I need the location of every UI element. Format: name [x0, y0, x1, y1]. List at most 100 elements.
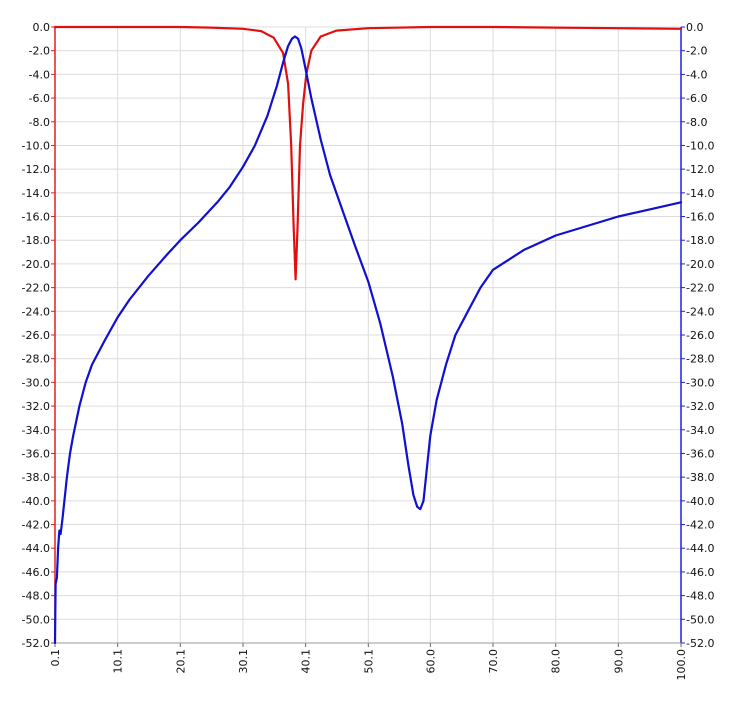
data-point	[54, 642, 56, 644]
data-point	[294, 35, 296, 38]
data-point	[299, 144, 301, 147]
data-point	[72, 434, 74, 437]
data-point	[166, 253, 168, 256]
y-tick-label-right: -52.0	[686, 637, 714, 650]
data-point	[287, 45, 289, 47]
x-tick-label: 70.0	[487, 649, 500, 674]
y-tick-label-right: -36.0	[686, 447, 714, 460]
data-point	[319, 35, 322, 38]
data-point	[523, 248, 526, 251]
data-point	[319, 138, 322, 141]
y-tick-label-left: -42.0	[22, 519, 50, 532]
y-tick-label-right: -8.0	[686, 116, 707, 129]
data-point	[435, 399, 438, 401]
y-tick-label-right: -30.0	[686, 376, 714, 389]
y-tick-label-right: -44.0	[686, 542, 714, 555]
y-tick-label-right: -50.0	[686, 613, 714, 626]
y-tick-label-right: -38.0	[686, 471, 714, 484]
y-tick-label-right: -18.0	[686, 234, 714, 247]
data-point	[216, 201, 219, 204]
y-tick-label-right: 0.0	[686, 21, 704, 34]
y-tick-label-left: -4.0	[29, 68, 50, 81]
data-point	[128, 298, 131, 301]
x-tick-label: 90.0	[612, 649, 625, 674]
data-point	[292, 227, 295, 230]
data-point	[179, 26, 182, 28]
data-point	[445, 363, 447, 366]
y-tick-label-left: -22.0	[22, 282, 50, 295]
y-tick-label-left: -8.0	[29, 116, 50, 129]
data-point	[367, 280, 370, 283]
axes	[51, 26, 685, 647]
y-tick-label-left: -32.0	[22, 400, 50, 413]
data-point	[479, 286, 482, 289]
data-point	[416, 505, 418, 508]
y-tick-label-right: -42.0	[686, 519, 714, 532]
data-point	[467, 310, 469, 313]
y-tick-label-left: -20.0	[22, 258, 50, 271]
data-point	[254, 144, 256, 147]
y-tick-label-right: -34.0	[686, 424, 714, 437]
y-tick-label-left: -10.0	[22, 139, 50, 152]
series-line-2	[53, 35, 683, 645]
data-point	[300, 47, 303, 50]
data-point	[61, 517, 64, 520]
data-point	[116, 316, 119, 319]
y-tick-label-right: -10.0	[686, 139, 714, 152]
data-point	[229, 186, 231, 188]
y-tick-label-left: -24.0	[22, 305, 50, 318]
data-point	[59, 533, 62, 535]
x-tick-label: 40.1	[300, 649, 313, 674]
y-tick-label-right: -26.0	[686, 329, 714, 342]
data-point	[310, 97, 313, 99]
data-point	[296, 227, 299, 230]
tick-labels: 0.0 0.0 -2.0 -2.0 -4.0 -4.0 -6.0 -6.0 -8.0 -8.0 -1…	[22, 21, 715, 681]
data-point	[429, 26, 432, 28]
y-tick-label-left: -28.0	[22, 353, 50, 366]
y-tick-label-right: -32.0	[686, 400, 714, 413]
y-tick-label-right: -46.0	[686, 566, 714, 579]
y-tick-label-left: -12.0	[22, 163, 50, 176]
data-point	[554, 26, 557, 29]
data-point	[429, 434, 432, 437]
y-tick-label-right: -48.0	[686, 590, 714, 603]
data-point	[58, 529, 61, 532]
data-point	[147, 274, 150, 277]
y-tick-label-left: -16.0	[22, 211, 50, 224]
data-point	[407, 464, 410, 467]
data-point	[56, 577, 58, 579]
x-tick-label: 10.1	[112, 649, 125, 674]
data-point	[272, 36, 275, 39]
y-tick-label-right: -4.0	[686, 68, 707, 81]
y-tick-label-right: -24.0	[686, 305, 714, 318]
data-point	[103, 340, 106, 342]
data-point	[586, 225, 588, 227]
data-point	[57, 547, 59, 550]
data-point	[335, 29, 338, 32]
data-point	[379, 322, 382, 324]
data-point	[401, 423, 403, 425]
y-tick-label-left: -34.0	[22, 424, 50, 437]
y-tick-label-right: -22.0	[686, 282, 714, 295]
y-tick-label-right: -2.0	[686, 45, 707, 58]
data-point	[454, 334, 457, 336]
x-tick-label: 60.0	[424, 649, 437, 674]
y-tick-label-left: -36.0	[22, 447, 50, 460]
y-tick-label-left: 0.0	[33, 21, 51, 34]
y-tick-label-left: -14.0	[22, 187, 50, 200]
y-tick-label-right: -12.0	[686, 163, 714, 176]
data-point	[341, 209, 344, 212]
y-tick-label-right: -40.0	[686, 495, 714, 508]
x-tick-label: 0.1	[49, 649, 62, 667]
data-point	[291, 38, 293, 40]
x-tick-label: 100.0	[675, 649, 688, 681]
data-point	[329, 174, 331, 176]
y-tick-label-left: -40.0	[22, 495, 50, 508]
data-point	[648, 208, 651, 211]
data-point	[66, 476, 68, 478]
data-point	[54, 582, 57, 585]
data-point	[391, 375, 394, 378]
y-tick-label-left: -52.0	[22, 637, 50, 650]
